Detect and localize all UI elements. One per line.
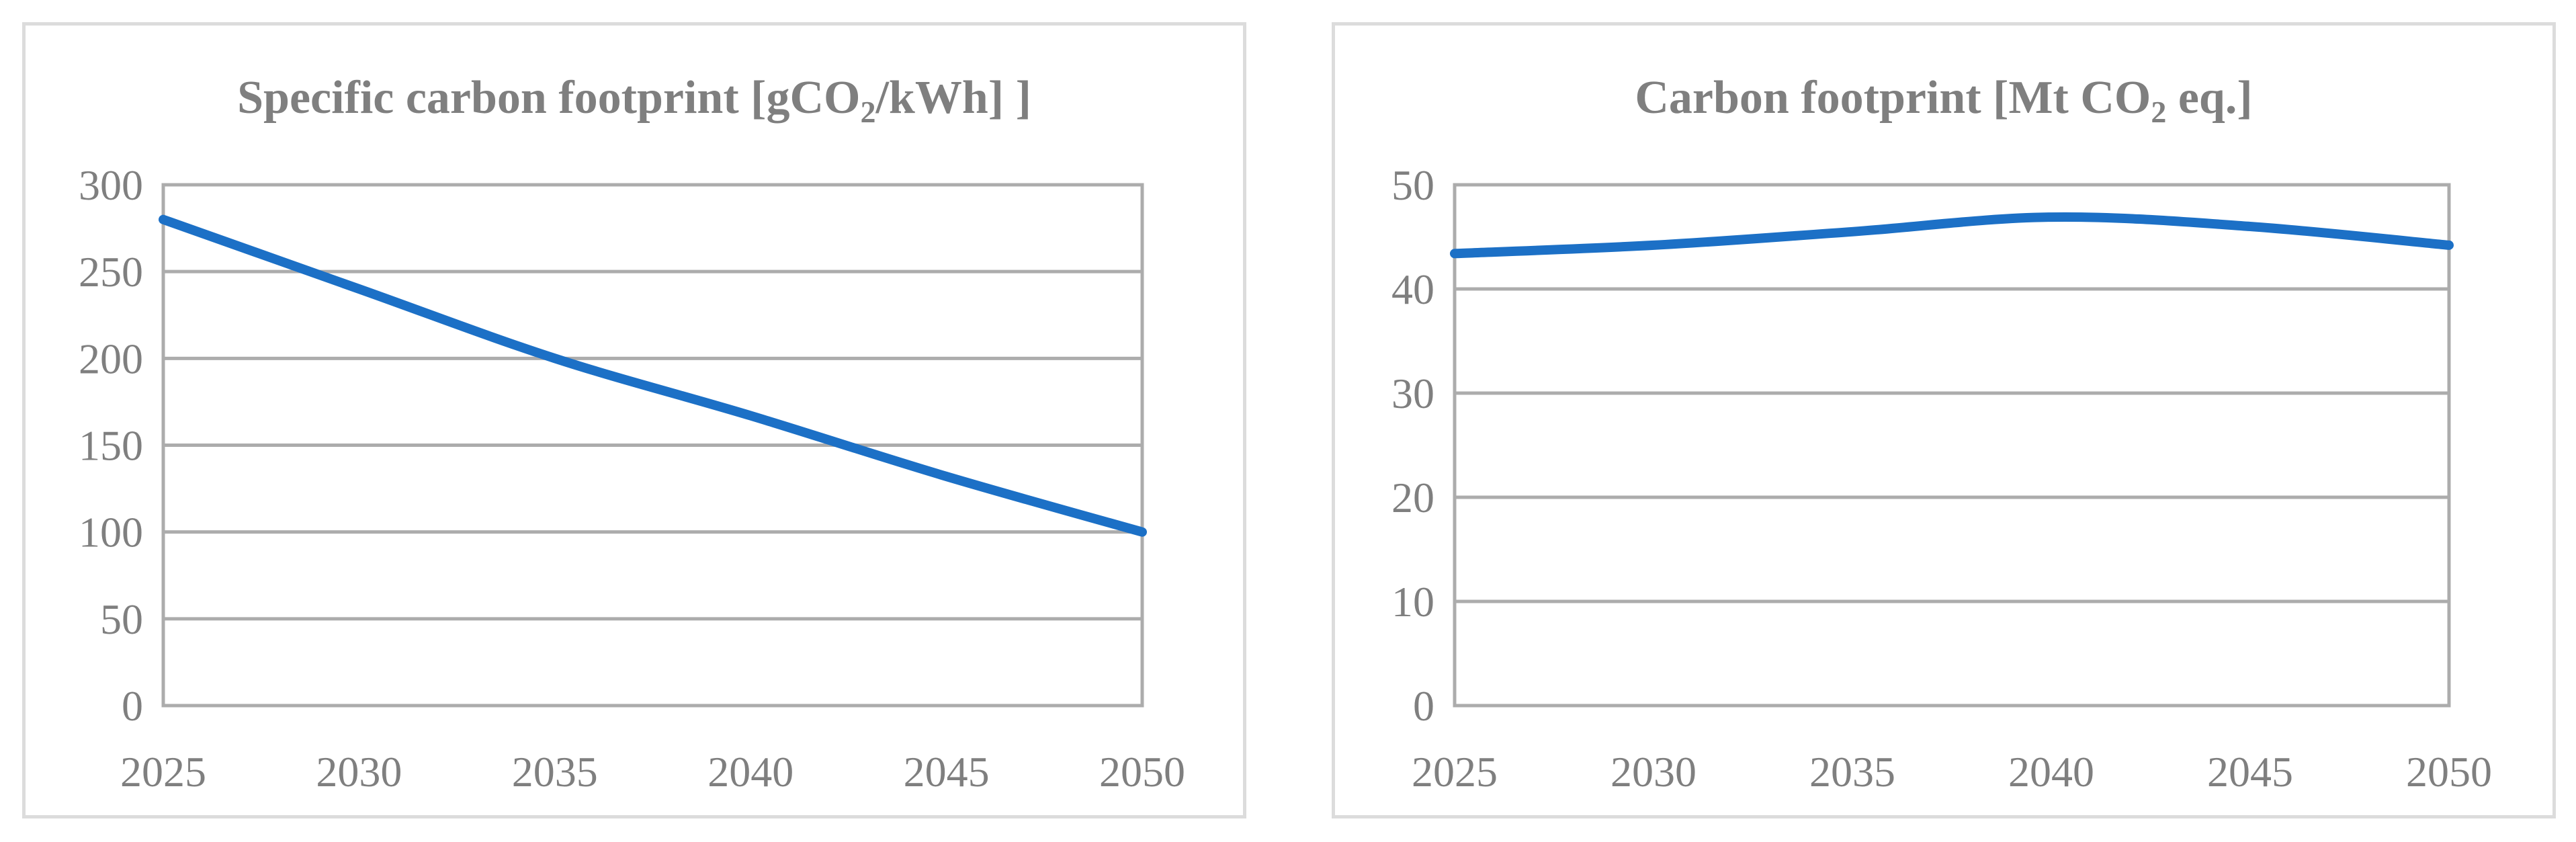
right-chart-title-post: eq.]	[2166, 72, 2253, 124]
x-tick-label: 2050	[1099, 748, 1185, 796]
y-tick-label: 50	[100, 595, 143, 643]
x-tick-label: 2035	[512, 748, 598, 796]
left-chart-title-post: /kWh] ]	[875, 72, 1031, 124]
x-tick-label: 2045	[904, 748, 990, 796]
y-tick-label: 0	[122, 682, 143, 730]
x-tick-label: 2025	[120, 748, 206, 796]
left-chart-title: Specific carbon footprint [gCO2/kWh] ]	[26, 71, 1243, 129]
y-tick-label: 200	[79, 335, 143, 382]
x-tick-label: 2035	[1809, 748, 1895, 796]
plot-border	[1453, 183, 2451, 708]
y-tick-label: 10	[1391, 578, 1434, 626]
y-tick-label: 300	[79, 161, 143, 209]
x-tick-label: 2025	[1412, 748, 1498, 796]
right-chart-title-pre: Carbon footprint [Mt CO	[1635, 72, 2151, 124]
series-line	[159, 214, 1147, 537]
x-tick-label: 2050	[2406, 748, 2492, 796]
y-tick-label: 250	[79, 248, 143, 296]
y-tick-label: 50	[1391, 161, 1434, 209]
y-tick-label: 30	[1391, 370, 1434, 417]
right-chart-title: Carbon footprint [Mt CO2 eq.]	[1335, 71, 2552, 129]
plot-border	[161, 183, 1144, 708]
right-chart-title-subscript: 2	[2151, 95, 2167, 129]
x-tick-label: 2040	[2008, 748, 2094, 796]
x-tick-label: 2045	[2207, 748, 2293, 796]
x-tick-label: 2030	[1611, 748, 1697, 796]
y-tick-label: 0	[1413, 682, 1434, 730]
left-chart-panel: Specific carbon footprint [gCO2/kWh] ] 0…	[22, 22, 1246, 818]
y-tick-label: 150	[79, 422, 143, 470]
y-tick-label: 100	[79, 509, 143, 556]
x-tick-label: 2040	[707, 748, 793, 796]
y-tick-label: 20	[1391, 474, 1434, 521]
left-chart-plot: 0 50 100 150 200 250 300 2025 2030 2035 2040 2045 20…	[79, 161, 1185, 796]
left-chart-title-subscript: 2	[860, 95, 876, 129]
x-tick-label: 2030	[316, 748, 402, 796]
series-line	[1450, 212, 2454, 259]
left-chart-title-pre: Specific carbon footprint [gCO	[237, 72, 861, 124]
y-tick-label: 40	[1391, 265, 1434, 313]
right-chart-panel: Carbon footprint [Mt CO2 eq.] 0 10 20 30 40 5…	[1332, 22, 2556, 818]
